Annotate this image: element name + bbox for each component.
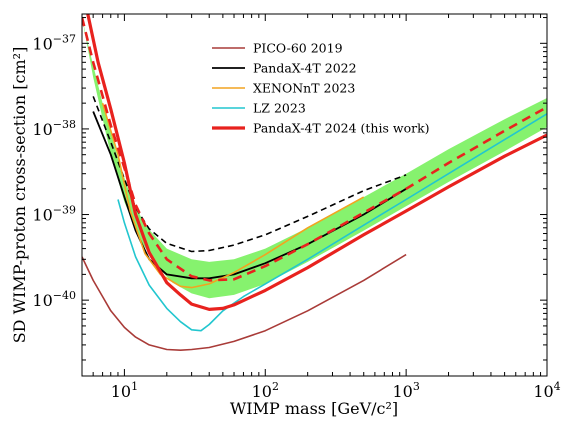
y-tick-label: 10−39 xyxy=(32,204,76,225)
sensitivity-band xyxy=(82,17,547,299)
plot-frame xyxy=(81,13,548,377)
y-tick-label: 10−40 xyxy=(32,289,76,310)
series-line-0 xyxy=(82,253,407,351)
y-tick-label: 10−38 xyxy=(32,118,76,139)
series-line-1 xyxy=(92,111,407,280)
legend-label: PandaX-4T 2022 xyxy=(253,61,357,76)
legend-label: PICO-60 2019 xyxy=(253,41,343,56)
legend-label: PandaX-4T 2024 (this work) xyxy=(253,121,430,136)
series-line-4 xyxy=(117,113,547,332)
legend-label: XENONnT 2023 xyxy=(253,81,355,96)
x-tick-label: 103 xyxy=(392,380,419,401)
legend: PICO-60 2019 PandaX-4T 2022 XENONnT 2023 LZ… xyxy=(212,41,430,136)
y-axis-title: SD WIMP-proton cross-section [cm²] xyxy=(10,47,29,344)
x-tick-label: 104 xyxy=(533,380,560,401)
legend-label: LZ 2023 xyxy=(253,101,306,116)
x-tick-label: 102 xyxy=(252,380,279,401)
series-line-5 xyxy=(82,17,547,282)
series-line-6 xyxy=(86,14,547,311)
x-axis-title: WIMP mass [GeV/c²] xyxy=(230,399,398,418)
y-tick-label: 10−37 xyxy=(32,32,76,53)
x-tick-label: 101 xyxy=(111,380,138,401)
series-line-2 xyxy=(92,96,407,253)
series-line-3 xyxy=(101,102,365,289)
